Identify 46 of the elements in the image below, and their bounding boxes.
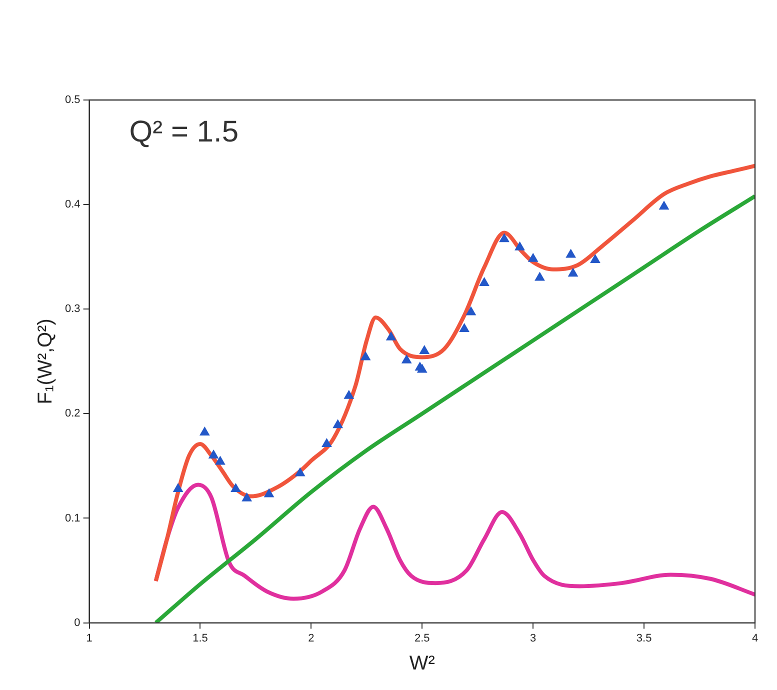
x-tick-label: 3.5 xyxy=(636,632,652,644)
point xyxy=(590,254,600,263)
point xyxy=(242,492,252,502)
point xyxy=(264,488,274,498)
point xyxy=(534,272,545,281)
x-axis-title: W² xyxy=(409,652,436,675)
y-axis-title: F₁(W²,Q²) xyxy=(34,318,57,404)
y-tick-label: 0.5 xyxy=(64,94,80,106)
point xyxy=(566,249,576,258)
point xyxy=(322,438,332,448)
point xyxy=(332,420,343,428)
point xyxy=(344,390,354,399)
point xyxy=(479,277,490,286)
point xyxy=(568,268,578,277)
x-tick-label: 2 xyxy=(308,632,314,644)
line-series xyxy=(154,482,755,601)
point xyxy=(659,201,669,210)
point xyxy=(295,468,305,476)
x-tick-label: 2.5 xyxy=(414,632,430,644)
x-tick-label: 1.5 xyxy=(192,632,208,644)
point xyxy=(215,456,226,465)
y-tick-label: 0.1 xyxy=(64,512,80,524)
point xyxy=(360,352,370,360)
y-tick-label: 0.3 xyxy=(64,303,80,316)
point xyxy=(402,354,412,364)
x-tick-label: 1 xyxy=(86,632,92,644)
x-tick-label: 3 xyxy=(530,632,536,644)
point xyxy=(386,332,396,340)
x-tick-label: 4 xyxy=(752,632,758,644)
y-tick-label: 0 xyxy=(74,616,80,629)
line-series xyxy=(154,164,755,583)
point xyxy=(466,306,476,316)
point xyxy=(173,483,183,492)
y-tick-label: 0.4 xyxy=(64,198,80,211)
point xyxy=(459,323,470,332)
point xyxy=(528,253,538,262)
point xyxy=(200,427,210,436)
point xyxy=(420,345,430,354)
point xyxy=(514,242,525,250)
y-tick-label: 0.2 xyxy=(64,408,80,420)
point xyxy=(499,234,510,242)
point xyxy=(208,450,218,459)
point xyxy=(230,483,241,492)
point xyxy=(417,364,427,373)
annotation: Q² = 1.5 xyxy=(129,115,239,148)
line-series xyxy=(154,194,755,623)
